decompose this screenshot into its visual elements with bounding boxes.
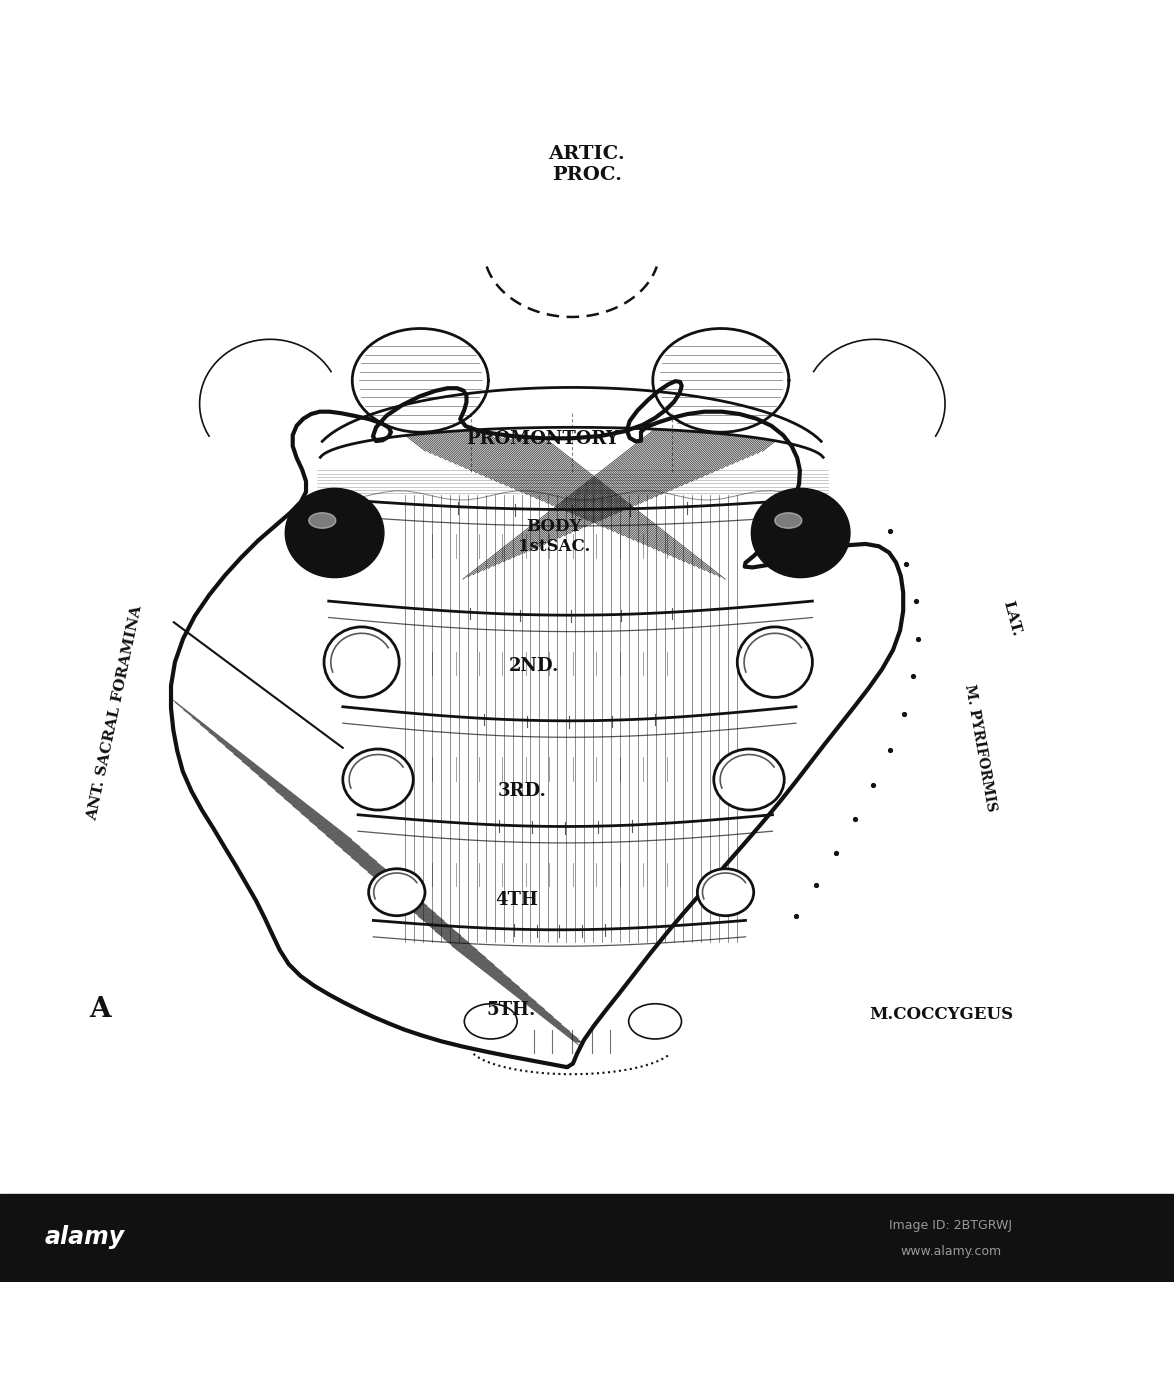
Text: Image ID: 2BTGRWJ: Image ID: 2BTGRWJ <box>890 1219 1012 1232</box>
Ellipse shape <box>737 627 812 698</box>
Text: ARTIC.
PROC.: ARTIC. PROC. <box>548 145 626 183</box>
Ellipse shape <box>714 749 784 810</box>
Text: LAT.: LAT. <box>1000 599 1024 638</box>
Text: A: A <box>89 997 110 1023</box>
Text: BODY
1stSAC.: BODY 1stSAC. <box>518 518 591 555</box>
Text: M. PYRIFORMIS: M. PYRIFORMIS <box>963 682 998 813</box>
Polygon shape <box>653 328 789 432</box>
Ellipse shape <box>775 513 802 528</box>
Polygon shape <box>171 381 903 1068</box>
Text: 4TH: 4TH <box>495 891 538 909</box>
Polygon shape <box>352 328 488 432</box>
Ellipse shape <box>369 869 425 916</box>
Text: ANT. SACRAL FORAMINA: ANT. SACRAL FORAMINA <box>86 603 144 821</box>
Text: alamy: alamy <box>45 1226 124 1250</box>
Text: PROMONTORY: PROMONTORY <box>466 430 619 448</box>
Text: 5TH.: 5TH. <box>486 1001 535 1019</box>
Ellipse shape <box>751 488 850 578</box>
Ellipse shape <box>343 749 413 810</box>
Text: 2ND.: 2ND. <box>510 656 559 674</box>
Ellipse shape <box>697 869 754 916</box>
Ellipse shape <box>324 627 399 698</box>
Ellipse shape <box>285 488 384 578</box>
Bar <box>0 1194 1174 1282</box>
Text: 3RD.: 3RD. <box>498 783 547 801</box>
Ellipse shape <box>309 513 336 528</box>
Text: www.alamy.com: www.alamy.com <box>900 1245 1001 1258</box>
Polygon shape <box>321 388 823 457</box>
Text: M.COCCYGEUS: M.COCCYGEUS <box>869 1006 1013 1023</box>
